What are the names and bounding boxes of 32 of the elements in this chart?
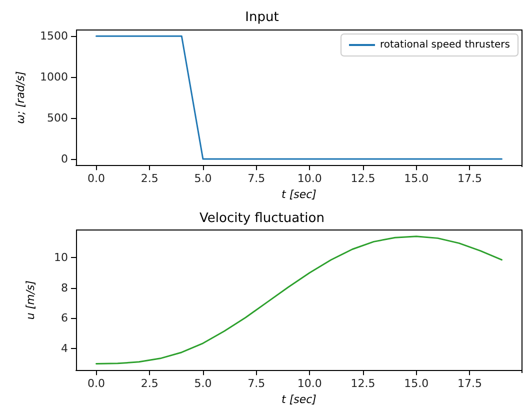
y-tick-label: 10 xyxy=(54,251,68,264)
x-tick-label: 17.5 xyxy=(457,377,482,390)
x-tick-label: 12.5 xyxy=(350,377,376,390)
x-tick-label: 5.0 xyxy=(194,377,212,390)
x-tick-label: 5.0 xyxy=(194,172,212,186)
chart-title: Velocity fluctuation xyxy=(200,211,324,226)
y-tick-label: 6 xyxy=(61,312,68,325)
x-tick-label: 15.0 xyxy=(404,377,429,390)
y-tick-label: 1000 xyxy=(40,70,68,84)
x-axis-title: t [sec] xyxy=(282,188,316,201)
y-tick-label: 8 xyxy=(61,281,68,294)
line-series xyxy=(96,236,502,364)
x-tick-label: 7.5 xyxy=(248,377,266,390)
x-tick-label: 0.0 xyxy=(88,377,106,390)
y-tick-label: 1500 xyxy=(40,30,68,43)
y-axis-title: u [m/s] xyxy=(24,280,37,320)
x-tick-label: 10.0 xyxy=(297,172,322,186)
x-tick-label: 10.0 xyxy=(297,377,322,390)
x-axis-title: t [sec] xyxy=(282,393,316,406)
y-tick-label: 4 xyxy=(61,342,68,356)
y-tick-label: 500 xyxy=(47,112,68,125)
x-tick-label: 0.0 xyxy=(88,172,106,186)
x-tick-label: 2.5 xyxy=(140,377,158,390)
legend-label: rotational speed thrusters xyxy=(380,40,510,50)
y-tick-label: 0 xyxy=(61,152,68,166)
chart-title: Input xyxy=(245,10,279,25)
x-tick-label: 7.5 xyxy=(248,172,266,186)
x-tick-label: 12.5 xyxy=(350,172,376,186)
x-tick-label: 2.5 xyxy=(140,172,158,186)
x-tick-label: 15.0 xyxy=(404,172,429,186)
y-axis-title: ω; [rad/s] xyxy=(14,71,27,124)
x-tick-label: 17.5 xyxy=(457,172,482,186)
